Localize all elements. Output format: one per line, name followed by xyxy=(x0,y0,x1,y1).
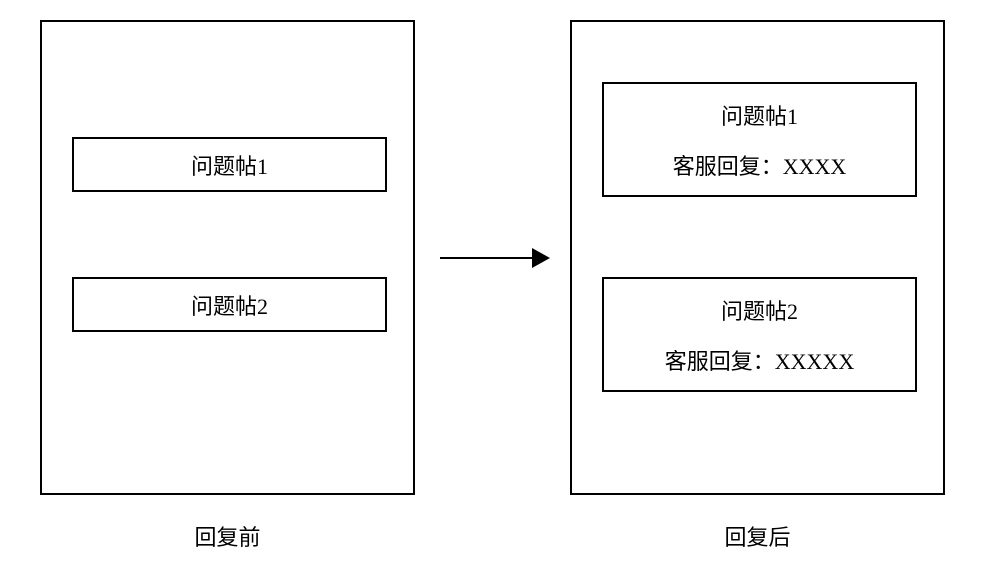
post-box-2-before: 问题帖2 xyxy=(72,277,387,332)
post-title-1-before: 问题帖1 xyxy=(191,149,268,181)
before-reply-panel: 问题帖1 问题帖2 xyxy=(40,20,415,495)
post-box-1-after: 问题帖1 客服回复：XXXX xyxy=(602,82,917,197)
post-box-1-before: 问题帖1 xyxy=(72,137,387,192)
post-reply-1-after: 客服回复：XXXX xyxy=(673,149,847,181)
after-label: 回复后 xyxy=(570,520,945,552)
post-title-2-before: 问题帖2 xyxy=(191,289,268,321)
post-title-1-after: 问题帖1 xyxy=(721,99,798,131)
arrow-line xyxy=(440,257,535,259)
post-reply-2-after: 客服回复：XXXXX xyxy=(665,344,854,376)
transition-arrow xyxy=(440,248,550,268)
after-reply-panel: 问题帖1 客服回复：XXXX 问题帖2 客服回复：XXXXX xyxy=(570,20,945,495)
arrow-head-icon xyxy=(532,248,550,268)
post-box-2-after: 问题帖2 客服回复：XXXXX xyxy=(602,277,917,392)
post-title-2-after: 问题帖2 xyxy=(721,294,798,326)
before-label: 回复前 xyxy=(40,520,415,552)
